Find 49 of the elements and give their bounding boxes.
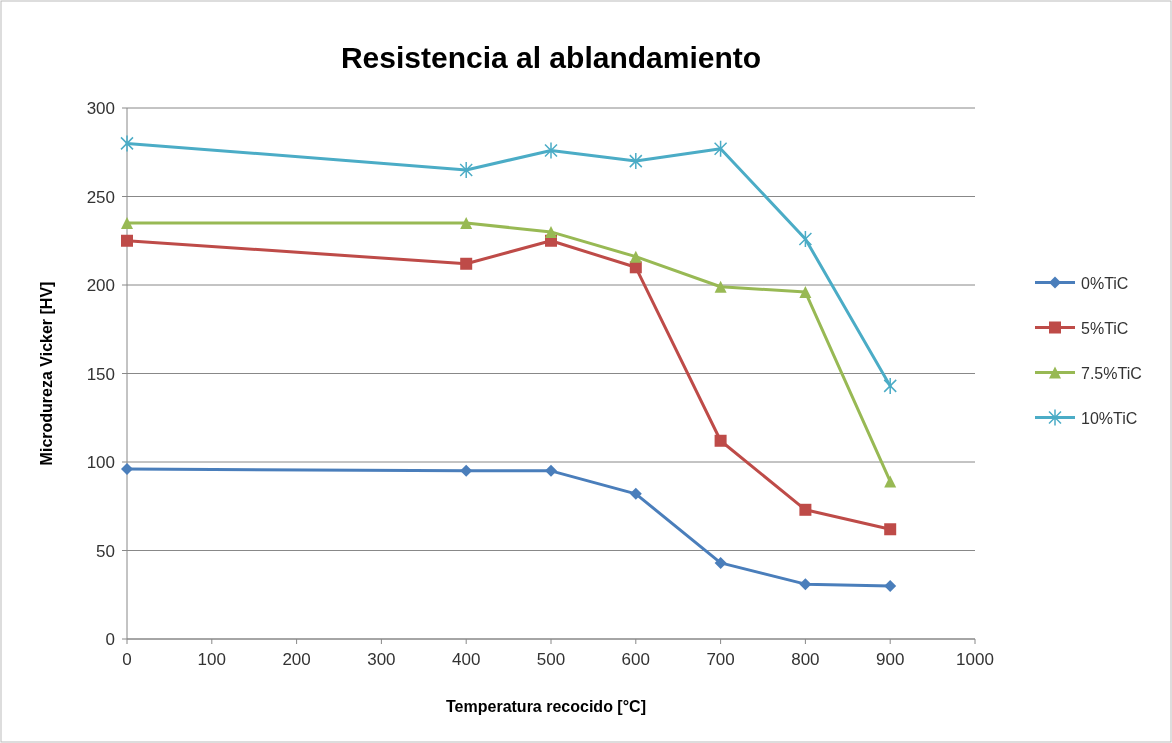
- y-tick-label: 100: [86, 453, 115, 472]
- chart-title: Resistencia al ablandamiento: [340, 41, 762, 74]
- y-tick-label: 150: [86, 364, 115, 384]
- x-tick-label: 200: [282, 650, 311, 669]
- legend-label: 10%TiC: [1081, 409, 1138, 427]
- point: [713, 139, 728, 158]
- x-tick-label: 300: [367, 650, 396, 669]
- point: [544, 141, 558, 160]
- x-tick-label: 800: [791, 650, 820, 669]
- point: [714, 556, 727, 569]
- x-tick-label: 500: [536, 650, 566, 669]
- y-tick-label: 50: [96, 541, 115, 561]
- x-tick-label: 0: [122, 650, 132, 669]
- point: [545, 225, 557, 238]
- point: [120, 134, 134, 153]
- x-tick-label: 700: [706, 650, 735, 669]
- x-axis-title: Temperatura recocido [°C]: [446, 698, 646, 715]
- point: [121, 234, 133, 247]
- point: [799, 503, 812, 516]
- point: [629, 250, 642, 263]
- y-axis-title: Microdureza Vicker [HV]: [38, 281, 55, 466]
- point: [629, 152, 643, 170]
- point: [884, 579, 897, 592]
- point: [714, 280, 727, 293]
- point: [798, 230, 813, 248]
- point: [121, 217, 133, 230]
- point: [121, 463, 133, 476]
- point: [884, 475, 897, 488]
- point: [460, 257, 473, 270]
- legend-label: 5%TiC: [1081, 319, 1129, 337]
- y-tick-label: 250: [86, 187, 115, 207]
- y-tick-label: 0: [105, 630, 115, 649]
- point: [459, 161, 473, 179]
- point: [460, 217, 473, 230]
- x-tick-label: 900: [876, 650, 905, 669]
- x-tick-label: 100: [197, 650, 226, 669]
- x-tick-label: 1000: [956, 650, 994, 669]
- point: [629, 487, 642, 500]
- y-tick-label: 300: [86, 99, 115, 118]
- legend-label: 0%TiC: [1081, 274, 1129, 292]
- point: [883, 377, 897, 395]
- point: [714, 434, 727, 447]
- y-tick-label: 200: [86, 276, 115, 295]
- legend-label: 7.5%TiC: [1081, 364, 1142, 382]
- point: [545, 464, 557, 477]
- x-tick-label: 600: [621, 650, 650, 669]
- x-tick-label: 400: [452, 650, 481, 669]
- point: [884, 523, 897, 536]
- point: [799, 286, 812, 299]
